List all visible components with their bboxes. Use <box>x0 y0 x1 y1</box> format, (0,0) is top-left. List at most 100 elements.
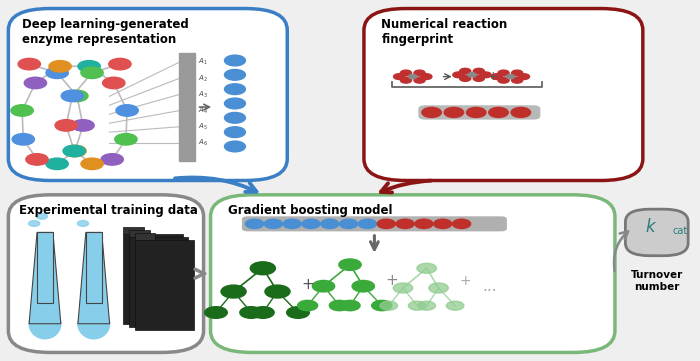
Circle shape <box>81 67 103 79</box>
Text: $A_{6}$: $A_{6}$ <box>198 138 208 148</box>
Circle shape <box>434 219 452 229</box>
Circle shape <box>246 219 263 229</box>
Circle shape <box>468 73 476 77</box>
Circle shape <box>372 300 392 311</box>
FancyBboxPatch shape <box>211 195 615 352</box>
Circle shape <box>225 98 246 109</box>
Circle shape <box>225 112 246 123</box>
Circle shape <box>460 75 471 81</box>
Circle shape <box>204 307 228 318</box>
Circle shape <box>421 74 432 79</box>
Circle shape <box>26 154 48 165</box>
Text: $A_{2}$: $A_{2}$ <box>198 73 208 83</box>
Circle shape <box>506 74 514 79</box>
Bar <box>37 232 53 303</box>
Circle shape <box>36 213 48 219</box>
Text: ...: ... <box>482 279 497 294</box>
Circle shape <box>409 74 417 79</box>
Text: $A_{1}$: $A_{1}$ <box>198 57 208 68</box>
Circle shape <box>72 119 94 131</box>
Text: $A_{4}$: $A_{4}$ <box>198 105 208 116</box>
Circle shape <box>108 58 131 70</box>
Text: Deep learning-generated
enzyme representation: Deep learning-generated enzyme represent… <box>22 18 189 45</box>
Bar <box>86 232 101 303</box>
Circle shape <box>298 300 318 311</box>
Circle shape <box>400 70 412 76</box>
Polygon shape <box>129 230 150 237</box>
Text: +: + <box>459 274 471 288</box>
Circle shape <box>225 55 246 66</box>
Polygon shape <box>123 227 144 234</box>
Text: cat: cat <box>673 226 688 236</box>
Circle shape <box>240 307 262 318</box>
Circle shape <box>251 307 274 318</box>
Circle shape <box>393 74 405 79</box>
Circle shape <box>225 141 246 152</box>
Circle shape <box>321 219 339 229</box>
Polygon shape <box>29 232 61 324</box>
Text: $A_{5}$: $A_{5}$ <box>198 122 208 132</box>
Text: Turnover
number: Turnover number <box>631 270 683 292</box>
Circle shape <box>466 108 486 117</box>
Circle shape <box>29 221 40 226</box>
Circle shape <box>498 70 509 76</box>
Circle shape <box>78 61 100 72</box>
Circle shape <box>302 219 320 229</box>
Circle shape <box>225 127 246 138</box>
Circle shape <box>512 70 523 76</box>
Circle shape <box>489 108 508 117</box>
Text: Gradient boosting model: Gradient boosting model <box>228 204 393 217</box>
Circle shape <box>116 105 139 116</box>
Circle shape <box>418 301 435 310</box>
Text: $A_{3}$: $A_{3}$ <box>198 90 208 100</box>
Circle shape <box>444 108 463 117</box>
Polygon shape <box>134 233 155 240</box>
Text: Experimental training data: Experimental training data <box>19 204 197 217</box>
Circle shape <box>352 280 375 292</box>
Circle shape <box>480 72 491 78</box>
Circle shape <box>453 72 464 78</box>
Circle shape <box>63 145 85 157</box>
Circle shape <box>25 77 47 89</box>
Circle shape <box>61 90 83 102</box>
Circle shape <box>396 219 414 229</box>
Circle shape <box>414 70 425 76</box>
FancyBboxPatch shape <box>242 216 507 231</box>
Circle shape <box>519 74 529 79</box>
Circle shape <box>393 283 413 293</box>
Circle shape <box>380 301 398 310</box>
Circle shape <box>66 90 88 102</box>
Circle shape <box>414 77 425 83</box>
Text: +: + <box>302 277 314 292</box>
Polygon shape <box>123 234 183 324</box>
Circle shape <box>339 259 361 270</box>
Circle shape <box>12 134 34 145</box>
Circle shape <box>400 77 412 83</box>
FancyBboxPatch shape <box>8 9 287 180</box>
Circle shape <box>55 119 77 131</box>
FancyBboxPatch shape <box>419 105 540 119</box>
Circle shape <box>340 219 358 229</box>
Circle shape <box>78 221 88 226</box>
Circle shape <box>115 134 137 145</box>
Circle shape <box>452 219 470 229</box>
Circle shape <box>265 285 290 298</box>
Circle shape <box>512 77 523 83</box>
Circle shape <box>225 69 246 80</box>
Circle shape <box>251 262 275 275</box>
Circle shape <box>46 158 68 170</box>
Circle shape <box>221 285 246 298</box>
Circle shape <box>415 219 433 229</box>
Text: $\it{k}$: $\it{k}$ <box>645 218 657 236</box>
Circle shape <box>18 58 41 70</box>
Circle shape <box>358 219 377 229</box>
Circle shape <box>46 67 69 79</box>
Ellipse shape <box>78 309 110 339</box>
FancyBboxPatch shape <box>364 9 643 180</box>
Text: +: + <box>386 273 398 288</box>
Circle shape <box>312 280 335 292</box>
Circle shape <box>377 219 395 229</box>
Circle shape <box>340 300 360 311</box>
Polygon shape <box>129 237 188 327</box>
Circle shape <box>283 219 301 229</box>
